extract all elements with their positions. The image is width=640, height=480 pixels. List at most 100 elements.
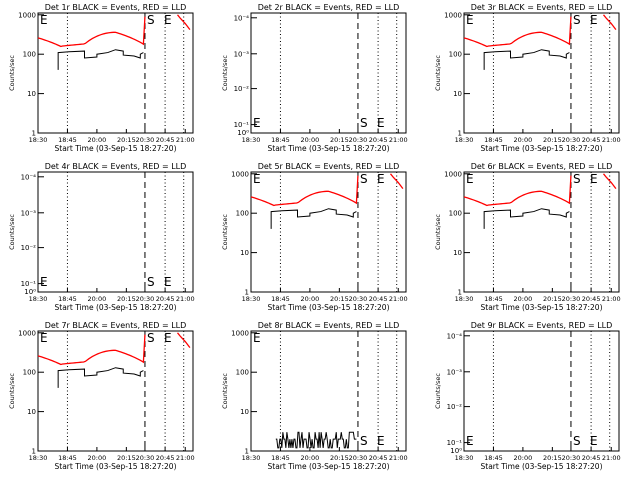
- x-axis-label: Start Time (03-Sep-15 18:27:20): [481, 144, 603, 153]
- x-tick-label: 20:30: [136, 295, 155, 303]
- x-tick-label: 20:45: [369, 295, 388, 303]
- panel-det-5: Det 5r BLACK = Events, RED = LLD 18:30 18:…: [221, 162, 408, 312]
- x-tick-label: 18:30: [29, 454, 48, 462]
- end-marker: E: [377, 434, 385, 448]
- x-tick-label: 20:15: [330, 136, 349, 144]
- y-tick-label: 10⁰: [450, 447, 462, 455]
- y-tick-label: 1000: [444, 170, 462, 178]
- y-axis-label: Counts/sec: [221, 373, 229, 409]
- start-marker: S: [573, 13, 581, 27]
- x-axis-label: Start Time (03-Sep-15 18:27:20): [55, 462, 177, 471]
- x-tick-label: 20:15: [543, 295, 562, 303]
- y-tick-label: 10: [453, 90, 462, 98]
- x-tick-label: 20:30: [562, 454, 581, 462]
- x-tick-label: 20:30: [349, 295, 368, 303]
- x-tick-label: 20:00: [88, 295, 107, 303]
- y-tick-label: 100: [236, 369, 249, 377]
- end-marker: E: [466, 13, 474, 27]
- x-tick-label: 18:30: [29, 295, 48, 303]
- plot-frame: [463, 171, 620, 293]
- start-marker: S: [360, 116, 368, 130]
- start-marker: S: [147, 275, 155, 289]
- x-tick-label: 21:00: [602, 454, 621, 462]
- y-tick-label: 100: [23, 51, 36, 59]
- series-lld: [176, 14, 191, 31]
- x-axis-label: Start Time (03-Sep-15 18:27:20): [55, 303, 177, 312]
- y-tick-label: 10⁻¹: [21, 280, 37, 288]
- x-tick-label: 18:45: [271, 295, 290, 303]
- panel-title: Det 8r BLACK = Events, RED = LLD: [258, 321, 400, 330]
- x-tick-label: 20:45: [369, 454, 388, 462]
- x-tick-label: 20:00: [301, 454, 320, 462]
- y-axis-label: Counts/sec: [434, 373, 442, 409]
- x-tick-label: 20:30: [562, 295, 581, 303]
- x-tick-label: 18:45: [58, 454, 77, 462]
- y-tick-label: 1000: [444, 11, 462, 19]
- x-axis-label: Start Time (03-Sep-15 18:27:20): [481, 303, 603, 312]
- x-tick-label: 20:00: [301, 136, 320, 144]
- x-tick-label: 20:00: [514, 136, 533, 144]
- series-lld: [176, 332, 191, 349]
- plot-frame: [37, 12, 194, 134]
- y-tick-label: 100: [449, 51, 462, 59]
- end-marker: E: [164, 331, 172, 345]
- end-marker: E: [590, 13, 598, 27]
- x-tick-label: 20:45: [156, 136, 175, 144]
- panel-title: Det 4r BLACK = Events, RED = LLD: [45, 162, 187, 171]
- x-tick-label: 21:00: [176, 295, 195, 303]
- x-tick-label: 18:45: [271, 136, 290, 144]
- x-tick-label: 20:00: [88, 454, 107, 462]
- y-tick-label: 10: [453, 249, 462, 257]
- x-tick-label: 18:45: [484, 295, 503, 303]
- y-tick-label: 10⁻¹: [234, 121, 250, 129]
- series-events: [483, 208, 570, 229]
- series-events: [57, 49, 144, 70]
- end-marker: E: [466, 172, 474, 186]
- y-tick-label: 10: [27, 90, 36, 98]
- x-tick-label: 18:45: [58, 136, 77, 144]
- end-marker: E: [377, 116, 385, 130]
- series-lld: [389, 173, 404, 190]
- x-tick-label: 20:15: [543, 136, 562, 144]
- panel-det-3: Det 3r BLACK = Events, RED = LLD 18:30 18:…: [434, 3, 621, 153]
- x-tick-label: 18:30: [29, 136, 48, 144]
- x-tick-label: 20:45: [582, 136, 601, 144]
- x-axis-label: Start Time (03-Sep-15 18:27:20): [268, 303, 390, 312]
- end-marker: E: [40, 13, 48, 27]
- x-tick-label: 18:30: [455, 136, 474, 144]
- x-tick-label: 18:45: [484, 136, 503, 144]
- end-marker: E: [164, 13, 172, 27]
- x-tick-label: 20:45: [156, 295, 175, 303]
- plot-frame: [250, 171, 407, 293]
- y-tick-label: 10⁰: [24, 288, 36, 296]
- panel-title: Det 6r BLACK = Events, RED = LLD: [471, 162, 613, 171]
- x-axis-label: Start Time (03-Sep-15 18:27:20): [481, 462, 603, 471]
- x-tick-label: 20:00: [301, 295, 320, 303]
- x-tick-label: 21:00: [389, 136, 408, 144]
- y-axis-label: Counts/sec: [434, 214, 442, 250]
- y-axis-label: Counts/sec: [221, 55, 229, 91]
- x-tick-label: 21:00: [602, 295, 621, 303]
- y-tick-label: 1: [458, 289, 462, 297]
- panel-det-2: Det 2r BLACK = Events, RED = LLD 18:30 18:…: [221, 3, 408, 153]
- x-tick-label: 20:15: [330, 454, 349, 462]
- y-tick-label: 100: [236, 210, 249, 218]
- y-tick-label: 1: [245, 448, 249, 456]
- x-tick-label: 20:30: [136, 454, 155, 462]
- x-tick-label: 20:00: [514, 454, 533, 462]
- series-lld: [602, 14, 617, 31]
- x-tick-label: 21:00: [389, 295, 408, 303]
- panel-title: Det 3r BLACK = Events, RED = LLD: [471, 3, 613, 12]
- x-axis-label: Start Time (03-Sep-15 18:27:20): [55, 144, 177, 153]
- x-tick-label: 18:30: [242, 295, 261, 303]
- x-tick-label: 21:00: [176, 454, 195, 462]
- y-tick-label: 10⁻³: [447, 368, 463, 376]
- y-tick-label: 10⁻²: [447, 403, 463, 411]
- x-axis-label: Start Time (03-Sep-15 18:27:20): [268, 462, 390, 471]
- plot-frame: [37, 171, 194, 293]
- x-axis-label: Start Time (03-Sep-15 18:27:20): [268, 144, 390, 153]
- x-tick-label: 21:00: [176, 136, 195, 144]
- y-tick-label: 1000: [18, 11, 36, 19]
- y-tick-label: 10⁻²: [21, 244, 37, 252]
